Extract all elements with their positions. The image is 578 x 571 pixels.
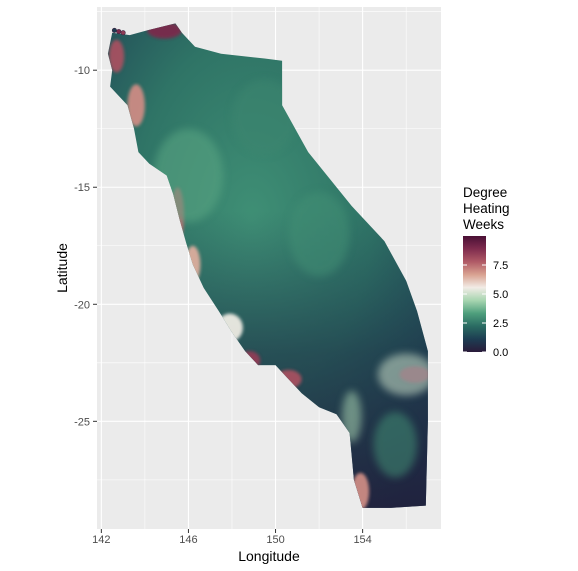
dhw-hotspot: [377, 353, 428, 396]
dhw-hotspot: [288, 191, 350, 277]
dhw-hotspot: [373, 411, 418, 478]
legend-colorbar: [463, 236, 486, 352]
y-axis-ticks: -10 -15 -20 -25: [74, 65, 97, 428]
legend-label: 7.5: [493, 260, 508, 272]
y-tick-label: -10: [74, 65, 90, 77]
y-tick-label: -15: [74, 182, 90, 194]
islets: [111, 27, 126, 36]
x-axis-ticks: 142 146 150 154: [92, 529, 372, 546]
y-tick-label: -25: [74, 416, 90, 428]
x-tick-label: 150: [266, 534, 284, 546]
y-tick-label: -20: [74, 299, 90, 311]
islet: [116, 29, 122, 35]
legend-label: 5.0: [493, 289, 508, 301]
legend-title-line-1: Degree: [463, 185, 507, 200]
legend-label: 2.5: [493, 318, 508, 330]
legend-title-line-3: Weeks: [463, 217, 504, 232]
x-tick-label: 154: [353, 534, 371, 546]
x-tick-label: 146: [179, 534, 197, 546]
x-axis-title: Longitude: [238, 548, 300, 564]
dhw-hotspot: [108, 39, 125, 73]
islet: [111, 27, 117, 33]
legend-title-line-2: Heating: [463, 201, 510, 216]
legend: Degree Heating Weeks 0.0 2.5 5.0 7.5: [463, 185, 510, 359]
dhw-hotspot: [231, 79, 298, 155]
y-axis-title: Latitude: [54, 243, 70, 293]
axes: 142 146 150 154 -10 -15 -20 -25 Longitude Lati…: [54, 65, 372, 564]
x-tick-label: 142: [92, 534, 110, 546]
islet: [120, 30, 126, 36]
dhw-hotspot: [127, 84, 145, 127]
legend-label: 0.0: [493, 347, 508, 359]
legend-ticks: 0.0 2.5 5.0 7.5: [463, 260, 508, 359]
